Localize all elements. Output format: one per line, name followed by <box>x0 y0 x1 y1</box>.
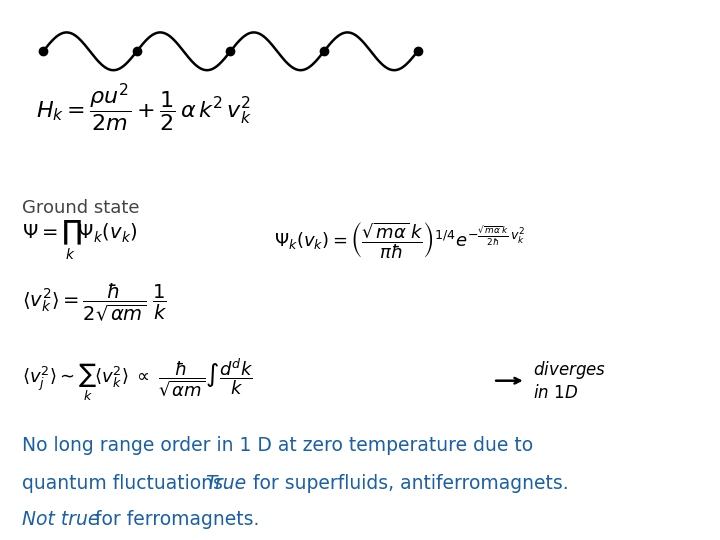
Text: $\langle v_k^2 \rangle = \dfrac{\hbar}{2\sqrt{\alpha m}}\;\dfrac{1}{k}$: $\langle v_k^2 \rangle = \dfrac{\hbar}{2… <box>22 281 166 323</box>
Text: $\Psi_k(v_k) = \left(\dfrac{\sqrt{m\alpha}\,k}{\pi\hbar}\right)^{1/4} e^{-\frac{: $\Psi_k(v_k) = \left(\dfrac{\sqrt{m\alph… <box>274 220 525 261</box>
Text: Not true: Not true <box>22 510 99 529</box>
Text: $\mathit{diverges}$
$\mathit{in\ 1D}$: $\mathit{diverges}$ $\mathit{in\ 1D}$ <box>533 359 606 402</box>
Text: for superfluids, antiferromagnets.: for superfluids, antiferromagnets. <box>247 474 569 493</box>
Text: True: True <box>205 474 246 493</box>
Text: quantum fluctuations.: quantum fluctuations. <box>22 474 240 493</box>
Text: No long range order in 1 D at zero temperature due to: No long range order in 1 D at zero tempe… <box>22 436 533 455</box>
Text: $H_k = \dfrac{\rho u^2}{2m} + \dfrac{1}{2}\,\alpha\, k^2\, v_k^2$: $H_k = \dfrac{\rho u^2}{2m} + \dfrac{1}{… <box>36 82 251 134</box>
Text: $\Psi = \prod_k \Psi_k(v_k)$: $\Psi = \prod_k \Psi_k(v_k)$ <box>22 219 137 262</box>
Text: for ferromagnets.: for ferromagnets. <box>89 510 260 529</box>
Text: $\langle v_j^2 \rangle \sim \sum_k \langle v_k^2 \rangle \;\propto\; \dfrac{\hba: $\langle v_j^2 \rangle \sim \sum_k \lang… <box>22 357 253 404</box>
Text: Ground state: Ground state <box>22 199 139 217</box>
